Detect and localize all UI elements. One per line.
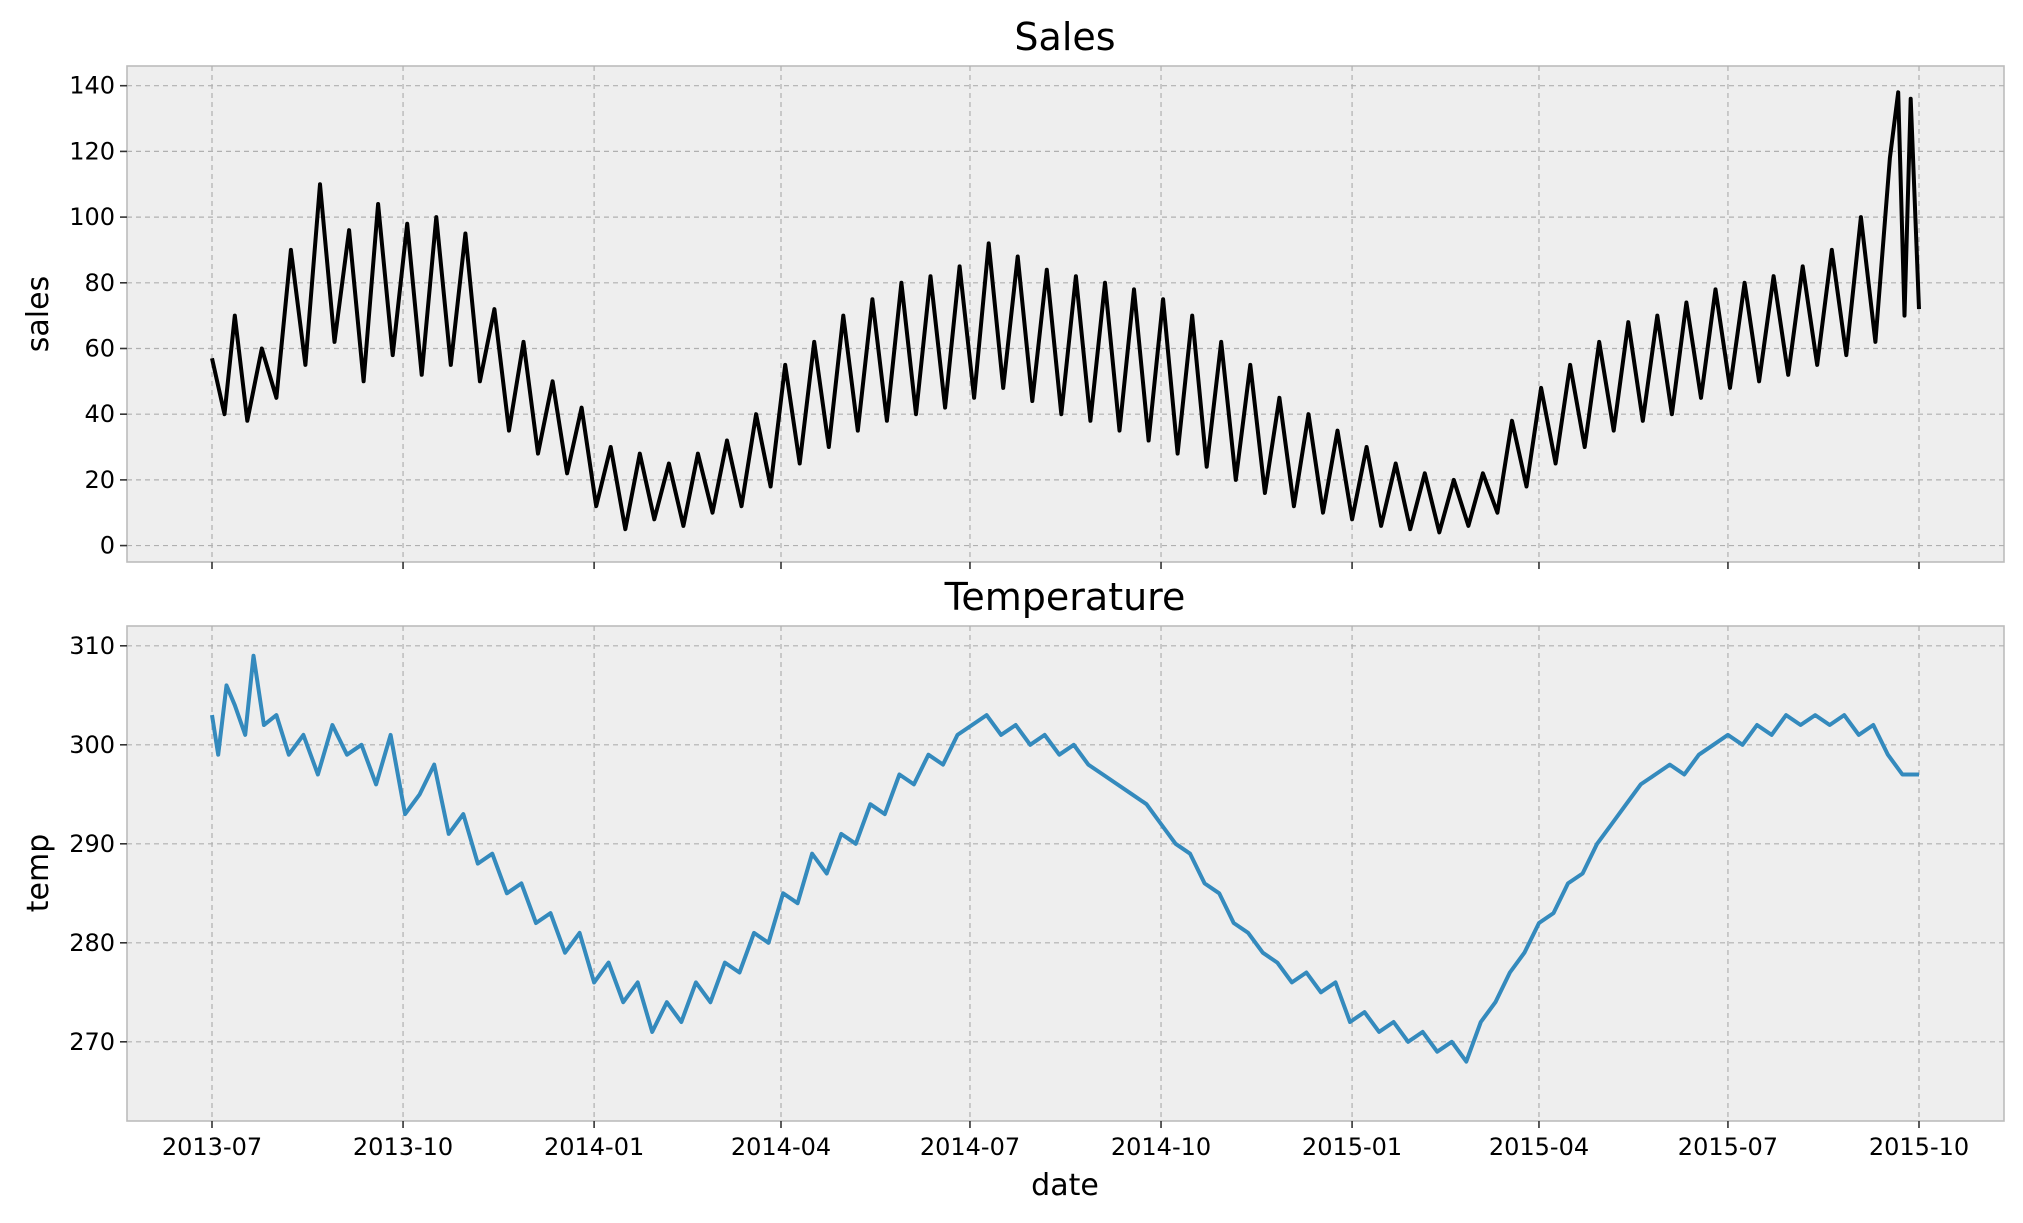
sales-ticks: 0 20 40 60 80 100 120 140 bbox=[69, 72, 1920, 569]
sales-plot-area bbox=[126, 65, 2005, 563]
x-tick-label: 2014-07 bbox=[920, 1133, 1020, 1161]
y-tick-label: 290 bbox=[69, 830, 115, 858]
y-tick-label: 20 bbox=[84, 466, 115, 494]
temperature-ticks: 2013-07 2013-10 2014-01 2014-04 2014-07 2014-… bbox=[69, 632, 1969, 1161]
y-tick-label: 270 bbox=[69, 1028, 115, 1056]
y-tick-label: 40 bbox=[84, 400, 115, 428]
sales-panel: 0 20 40 60 80 100 120 140 Sales sales bbox=[21, 15, 2005, 569]
x-tick-label: 2015-01 bbox=[1302, 1133, 1402, 1161]
x-tick-label: 2014-01 bbox=[544, 1133, 644, 1161]
y-tick-label: 280 bbox=[69, 929, 115, 957]
y-tick-label: 100 bbox=[69, 203, 115, 231]
x-tick-label: 2014-04 bbox=[731, 1133, 831, 1161]
y-tick-label: 60 bbox=[84, 334, 115, 362]
y-tick-label: 120 bbox=[69, 137, 115, 165]
x-tick-label: 2015-07 bbox=[1678, 1133, 1778, 1161]
temperature-xlabel: date bbox=[1031, 1168, 1099, 1203]
temperature-title: Temperature bbox=[944, 575, 1186, 619]
x-tick-label: 2013-10 bbox=[353, 1133, 453, 1161]
sales-line bbox=[210, 90, 1921, 535]
x-tick-label: 2015-10 bbox=[1869, 1133, 1969, 1161]
temperature-ylabel: temp bbox=[21, 834, 56, 913]
y-tick-label: 300 bbox=[69, 731, 115, 759]
y-tick-label: 0 bbox=[100, 532, 115, 560]
sales-grid bbox=[127, 66, 2004, 562]
temperature-panel: 2013-07 2013-10 2014-01 2014-04 2014-07 2014-… bbox=[21, 575, 2005, 1203]
x-tick-label: 2014-10 bbox=[1111, 1133, 1211, 1161]
y-tick-label: 80 bbox=[84, 269, 115, 297]
x-tick-label: 2013-07 bbox=[162, 1133, 262, 1161]
x-tick-label: 2015-04 bbox=[1489, 1133, 1589, 1161]
sales-title: Sales bbox=[1014, 15, 1115, 59]
y-tick-label: 140 bbox=[69, 72, 115, 100]
temperature-grid bbox=[127, 626, 2004, 1121]
y-tick-label: 310 bbox=[69, 632, 115, 660]
temperature-plot-area bbox=[126, 625, 2005, 1122]
temperature-line bbox=[210, 653, 1919, 1064]
sales-ylabel: sales bbox=[21, 276, 56, 352]
